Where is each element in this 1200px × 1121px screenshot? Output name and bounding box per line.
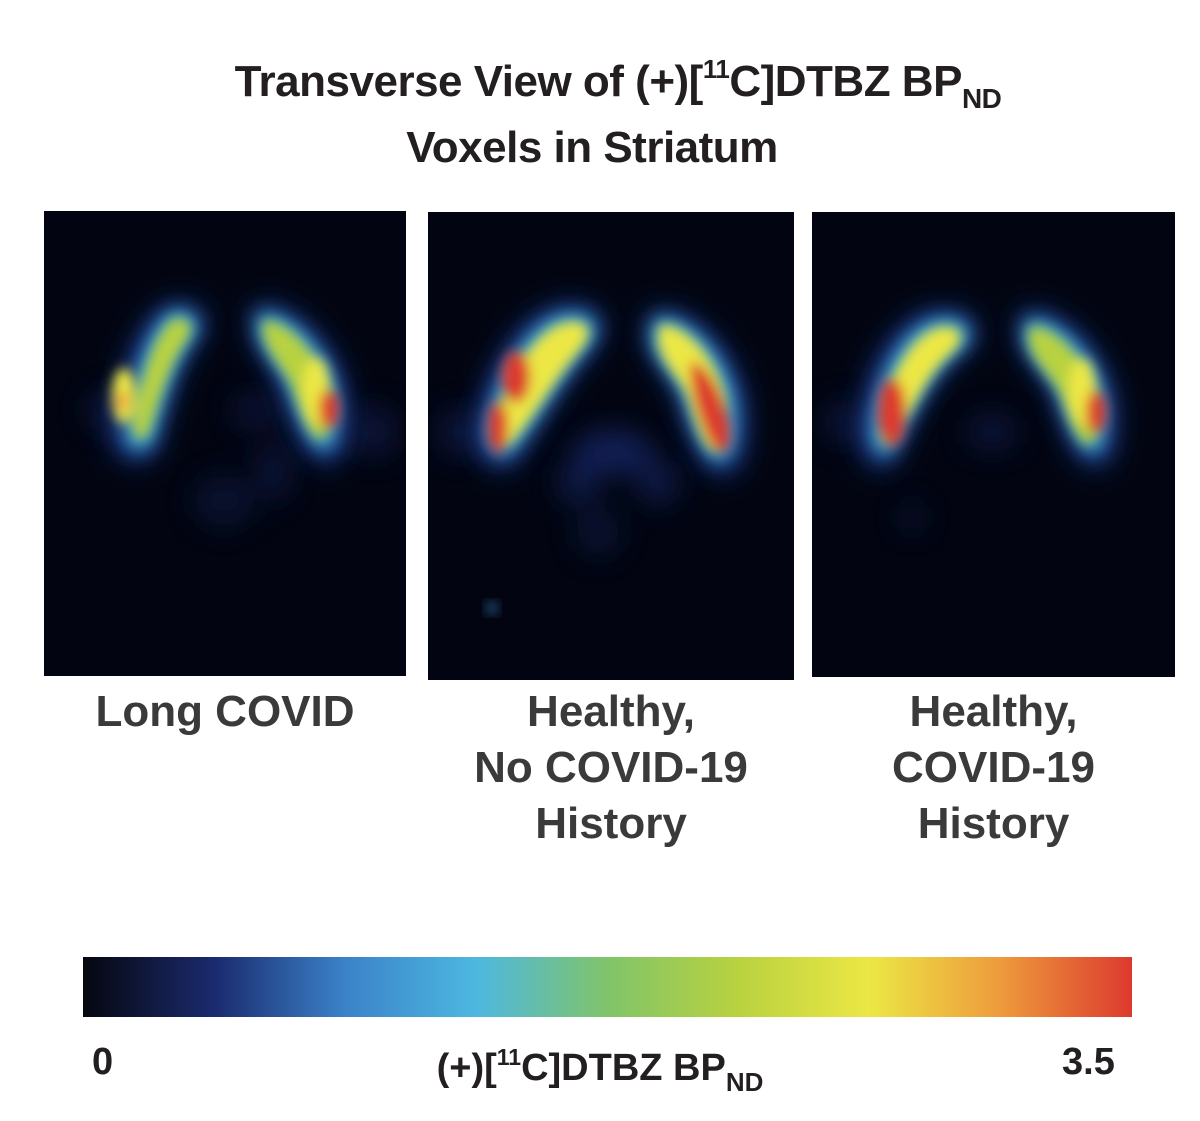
panel-label-line: History (917, 799, 1070, 848)
colorbar-label-subscript: ND (725, 1067, 764, 1097)
colorbar-label: (+)[11C]DTBZ BPND (0, 1044, 1200, 1097)
title-subscript: ND (961, 83, 1002, 114)
title-isotope: 11 (702, 54, 730, 84)
colorbar-max-label: 3.5 (1062, 1041, 1115, 1083)
panel-label-long-covid: Long COVID (44, 684, 406, 740)
panel-label-line: Long COVID (95, 687, 355, 736)
figure-title-line-1: Transverse View of (+)[11C]DTBZ BPND (18, 54, 1200, 114)
title-middle: C]DTBZ BP (729, 57, 962, 106)
colorbar-min-label: 0 (92, 1041, 114, 1083)
colorbar-label-isotope: 11 (496, 1044, 522, 1070)
pet-scan-image-long-covid (44, 211, 406, 676)
colorbar-label-middle: C]DTBZ BP (521, 1047, 726, 1089)
panel-label-healthy-covid: Healthy, COVID-19 History (812, 684, 1175, 852)
pet-scan-image-healthy-covid (812, 212, 1175, 677)
striatum-heatmap-2 (440, 306, 745, 613)
panel-label-line: History (535, 799, 687, 848)
striatum-heatmap-1 (86, 305, 396, 527)
pet-scan-image-healthy-no-covid (428, 212, 794, 680)
panel-label-line: No COVID-19 (474, 743, 748, 792)
title-prefix: Transverse View of (+)[ (234, 57, 704, 106)
figure-title-line-2: Voxels in Striatum (406, 123, 778, 172)
panel-label-line: COVID-19 (892, 743, 1095, 792)
panel-label-line: Healthy, (527, 687, 695, 736)
panel-label-line: Healthy, (909, 687, 1078, 736)
striatum-heatmap-3 (826, 311, 1115, 531)
colorbar-label-prefix: (+)[ (436, 1047, 497, 1089)
panel-label-healthy-no-covid: Healthy, No COVID-19 History (428, 684, 794, 852)
colorbar-scale (83, 957, 1132, 1017)
